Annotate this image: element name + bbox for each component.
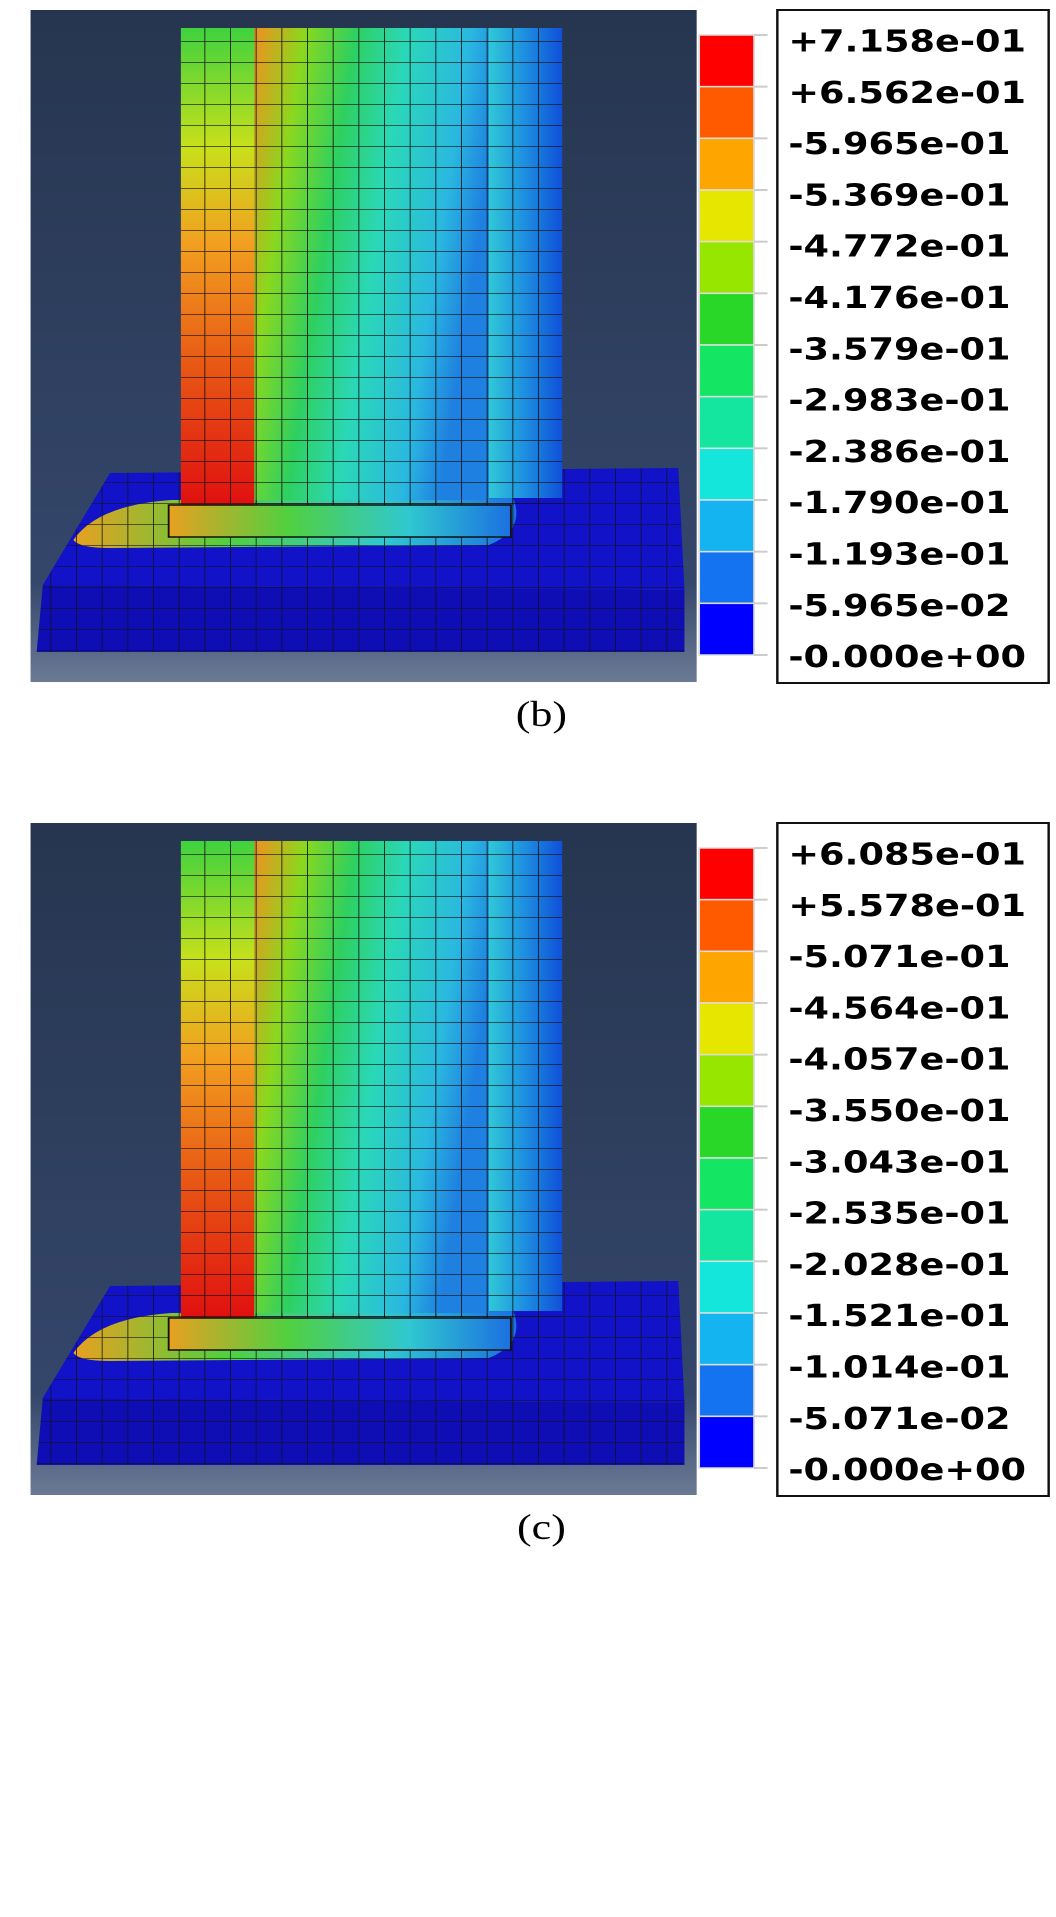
color-band: [698, 1208, 756, 1263]
base-front-mesh: [36, 585, 685, 652]
legend-label: -1.193e-01: [788, 537, 1010, 572]
color-band: [698, 34, 756, 88]
legend-label: -4.772e-01: [788, 229, 1010, 264]
legend-label: -5.071e-01: [788, 939, 1010, 974]
legend-label: -0.000e+00: [788, 639, 1026, 674]
color-band: [698, 395, 756, 450]
color-band: [698, 898, 756, 953]
legend-label: -1.521e-01: [788, 1298, 1010, 1333]
legend-label: -4.057e-01: [788, 1042, 1010, 1077]
legend-label: -0.000e+00: [788, 1452, 1026, 1487]
color-band: [698, 85, 756, 140]
legend-label: -1.014e-01: [788, 1350, 1010, 1385]
color-band: [698, 1415, 756, 1469]
caption: (b): [516, 694, 567, 734]
color-band: [698, 137, 756, 191]
color-band: [698, 1053, 756, 1108]
color-band: [698, 344, 756, 398]
legend-label: -2.386e-01: [788, 434, 1010, 469]
legend-label: -3.550e-01: [788, 1093, 1010, 1128]
legend-label: -4.564e-01: [788, 991, 1010, 1026]
color-band: [698, 1002, 756, 1056]
legend-label: -3.579e-01: [788, 332, 1010, 367]
column-mesh: [180, 841, 563, 1318]
color-band: [698, 447, 756, 501]
color-band: [698, 847, 756, 901]
caption: (c): [517, 1507, 566, 1547]
weld-strip: [167, 1317, 512, 1351]
legend-label: -5.965e-02: [788, 588, 1010, 623]
weld-strip: [167, 504, 512, 538]
color-band: [698, 1363, 756, 1418]
legend-label: +5.578e-01: [788, 888, 1026, 923]
panel: +6.085e-01 +5.578e-01 -5.071e-01 -4.564e-01…: [30, 822, 1050, 1547]
base-front-mesh: [36, 1398, 685, 1465]
legend-label: +6.085e-01: [788, 837, 1026, 872]
legend-label: -2.535e-01: [788, 1196, 1010, 1231]
legend-box: [776, 9, 1050, 684]
color-band: [698, 1157, 756, 1211]
legend-label: -2.028e-01: [788, 1247, 1010, 1282]
legend-label: -2.983e-01: [788, 383, 1010, 418]
color-band: [698, 1312, 756, 1366]
legend-label: +7.158e-01: [788, 24, 1026, 59]
panel: +7.158e-01 +6.562e-01 -5.965e-01 -5.369e-01…: [30, 9, 1050, 734]
legend-label: -5.369e-01: [788, 178, 1010, 213]
color-band: [698, 499, 756, 553]
color-band: [698, 189, 756, 243]
legend-label: +6.562e-01: [788, 75, 1026, 110]
color-band: [698, 950, 756, 1004]
color-band: [698, 292, 756, 346]
color-band: [698, 1260, 756, 1314]
column-mesh: [180, 28, 563, 505]
legend-label: -4.176e-01: [788, 280, 1010, 315]
legend-box: [776, 822, 1050, 1497]
legend-label: -3.043e-01: [788, 1145, 1010, 1180]
legend-label: -1.790e-01: [788, 485, 1010, 520]
legend-label: -5.071e-02: [788, 1401, 1010, 1436]
color-band: [698, 602, 756, 656]
color-band: [698, 1105, 756, 1159]
color-band: [698, 550, 756, 605]
color-band: [698, 240, 756, 295]
legend-label: -5.965e-01: [788, 126, 1010, 161]
